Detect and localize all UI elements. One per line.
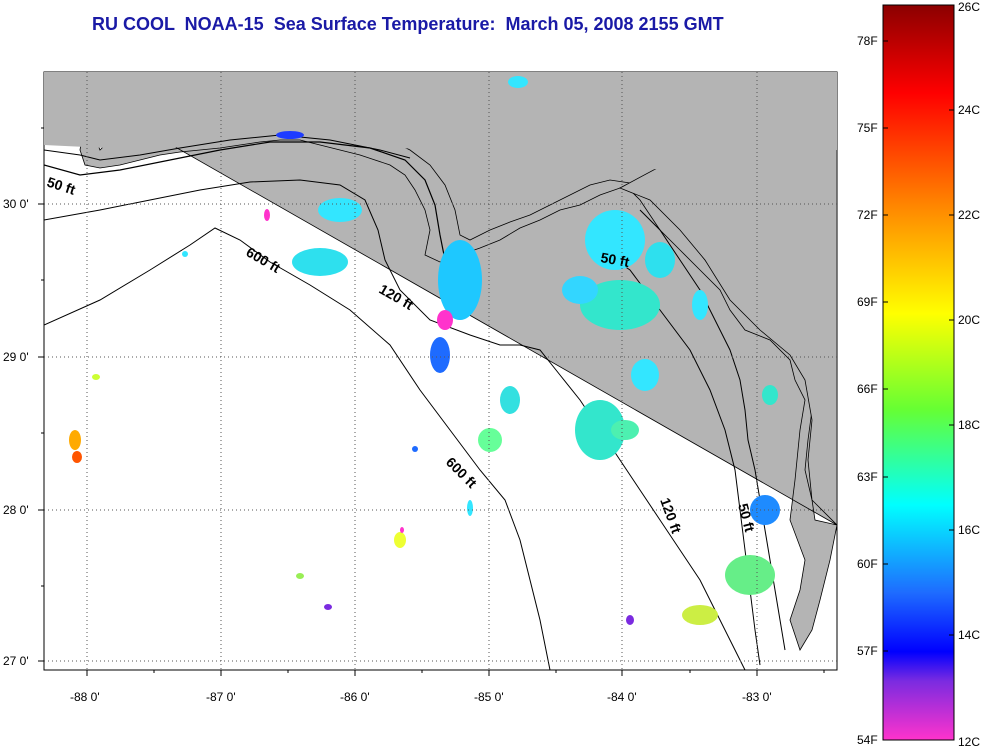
colorbar-celsius-label: 20C: [958, 313, 981, 327]
colorbar-fahrenheit-label: 75F: [857, 121, 878, 135]
lon-label: -83 0': [742, 690, 772, 704]
lon-label: -84 0': [607, 690, 637, 704]
colorbar-ticks: [883, 40, 954, 652]
contour-label: 50 ft: [599, 249, 630, 270]
colorbar-fahrenheit-label: 69F: [857, 295, 878, 309]
colorbar-celsius-label: 14C: [958, 628, 981, 642]
colorbar-celsius-label: 18C: [958, 418, 981, 432]
colorbar-celsius-label: 26C: [958, 0, 981, 14]
colorbar-celsius-label: 22C: [958, 208, 981, 222]
colorbar-fahrenheit-label: 78F: [857, 34, 878, 48]
lon-label: -87 0': [206, 690, 236, 704]
colorbar: [882, 4, 955, 741]
lon-label: -88 0': [70, 690, 100, 704]
contour-120ft-west: [44, 179, 746, 670]
lat-label: 29 0': [3, 350, 29, 364]
contour-50ft-west: [44, 141, 446, 261]
colorbar-fahrenheit-label: 72F: [857, 208, 878, 222]
graticule: [44, 72, 837, 670]
colorbar-celsius-label: 12C: [958, 735, 981, 749]
lat-label: 28 0': [3, 503, 29, 517]
colorbar-fahrenheit-label: 57F: [857, 644, 878, 658]
colorbar-fahrenheit-label: 54F: [857, 733, 878, 747]
colorbar-fahrenheit-label: 66F: [857, 382, 878, 396]
map-title: RU COOL NOAA-15 Sea Surface Temperature:…: [92, 14, 724, 34]
contour-600ft: [44, 227, 551, 670]
colorbar-celsius-label: 16C: [958, 523, 981, 537]
lon-label: -85 0': [474, 690, 504, 704]
colorbar-fahrenheit-label: 63F: [857, 470, 878, 484]
lat-label: 30 0': [3, 197, 29, 211]
colorbar-fahrenheit-label: 60F: [857, 557, 878, 571]
lat-label: 27 0': [3, 654, 29, 668]
colorbar-celsius-label: 24C: [958, 103, 981, 117]
sst-patches: [69, 76, 780, 625]
lon-label: -86 0': [340, 690, 370, 704]
